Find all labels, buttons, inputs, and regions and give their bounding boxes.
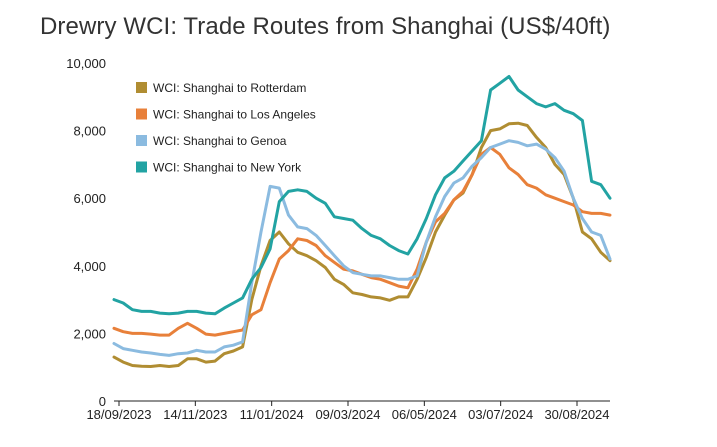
y-tick-label: 8,000: [73, 124, 106, 139]
series-line-3: [112, 139, 612, 357]
y-tick-label: 0: [99, 394, 106, 409]
chart-title: Drewry WCI: Trade Routes from Shanghai (…: [40, 13, 611, 40]
legend-label: WCI: Shanghai to Rotterdam: [153, 81, 306, 95]
x-tick-label: 03/07/2024: [468, 407, 533, 422]
legend-label: WCI: Shanghai to New York: [153, 161, 302, 175]
y-tick-label: 10,000: [66, 56, 106, 71]
series-line-2: [112, 146, 612, 337]
legend-swatch: [136, 108, 147, 120]
legend-label: WCI: Shanghai to Genoa: [153, 134, 287, 148]
x-tick-label: 14/11/2023: [163, 407, 227, 422]
series-line-1: [112, 121, 612, 368]
x-tick-label: 11/01/2024: [240, 407, 304, 422]
x-tick-label: 18/09/2023: [86, 407, 151, 422]
legend-label: WCI: Shanghai to Los Angeles: [153, 108, 316, 122]
legend-swatch: [136, 135, 147, 146]
x-tick-label: 06/05/2024: [392, 407, 457, 422]
y-tick-label: 4,000: [73, 259, 106, 274]
series-line-4: [112, 75, 612, 316]
x-tick-label: 30/08/2024: [544, 407, 609, 422]
legend-swatch: [136, 161, 147, 173]
y-tick-label: 6,000: [73, 191, 106, 206]
y-tick-label: 2,000: [73, 326, 106, 341]
x-tick-label: 09/03/2024: [315, 407, 380, 422]
legend-swatch: [136, 82, 147, 93]
